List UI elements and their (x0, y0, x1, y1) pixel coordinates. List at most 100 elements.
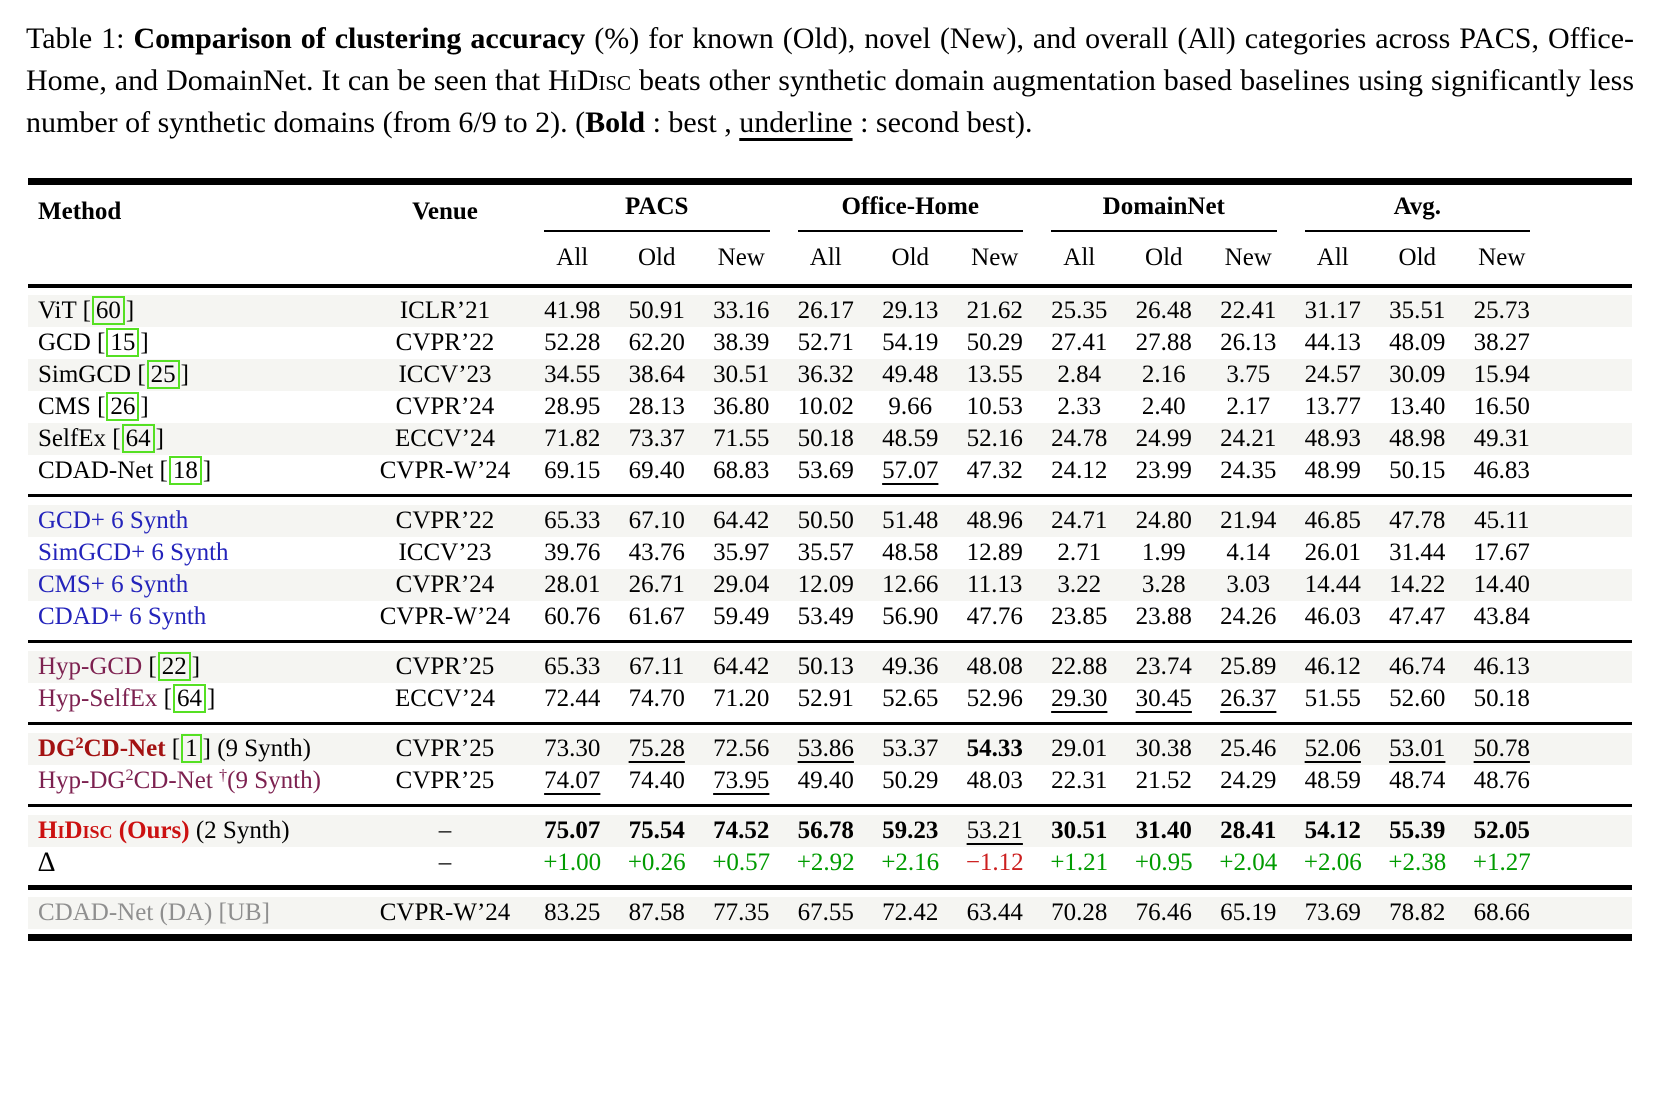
header-group-row: Method Venue PACS Office-Home DomainNet Avg. (28, 182, 1632, 232)
value-text: 78.82 (1389, 898, 1446, 926)
value-cell: 26.48 (1121, 294, 1207, 327)
value-text: 27.41 (1051, 328, 1108, 356)
value-cell: 30.51 (699, 358, 784, 391)
value-text: 21.52 (1135, 766, 1192, 794)
citation-link[interactable]: [18] (159, 455, 212, 486)
value-text: 49.31 (1473, 424, 1530, 452)
text-segment: Bold (585, 106, 646, 139)
value-cell: 48.09 (1375, 327, 1460, 359)
citation-link[interactable]: [64] (112, 423, 164, 454)
value-cell: 29.13 (868, 294, 953, 327)
value-text: 52.71 (797, 328, 854, 356)
value-text: 38.27 (1473, 328, 1530, 356)
value-cell: 48.03 (953, 765, 1038, 797)
column-header-new: New (1224, 243, 1272, 271)
row-spacer-cell (28, 888, 1632, 897)
value-text: 13.77 (1304, 392, 1361, 420)
row-end-spacer (1544, 650, 1633, 683)
method-cell: SimGCD [25] (28, 358, 360, 391)
value-text: 4.14 (1226, 538, 1271, 566)
citation-link[interactable]: [60] (82, 295, 135, 326)
text-segment: CD-Net (83, 734, 166, 762)
value-text: 69.15 (544, 456, 601, 484)
value-text: +0.57 (712, 848, 771, 876)
value-cell: 65.19 (1206, 896, 1291, 929)
value-cell: 46.12 (1290, 650, 1376, 683)
value-text: 68.66 (1473, 898, 1530, 926)
value-text: 46.83 (1473, 456, 1530, 484)
value-cell: 74.07 (530, 765, 615, 797)
table-row: CDAD+ 6 Synth CVPR-W’24 60.76 61.67 59.49 53.… (28, 601, 1632, 633)
citation-box: 25 (146, 359, 180, 390)
table-row: SelfEx [64] ECCV’24 71.82 73.37 71.55 50.18 48… (28, 422, 1633, 455)
citation-link[interactable]: [1] (171, 733, 211, 764)
value-cell: 72.44 (530, 683, 615, 715)
value-cell: 23.99 (1122, 455, 1207, 487)
value-text: 52.16 (966, 424, 1023, 452)
value-cell: 39.76 (530, 537, 615, 569)
text-segment: HiDisc (38, 816, 113, 844)
value-cell: 35.57 (784, 537, 869, 569)
value-text: 26.37 (1220, 684, 1277, 712)
text-segment: (9 Synth) (210, 734, 311, 762)
value-text: 48.74 (1389, 766, 1446, 794)
method-cell: HiDisc (Ours) (2 Synth) (28, 814, 360, 847)
citation-link[interactable]: [25] (137, 359, 189, 390)
value-text: 50.78 (1473, 734, 1530, 762)
value-cell: 43.84 (1460, 601, 1545, 633)
value-cell: 75.07 (530, 814, 615, 847)
value-text: 28.13 (628, 392, 685, 420)
value-cell: +2.38 (1375, 847, 1460, 879)
citation-link[interactable]: [26] (97, 391, 149, 422)
text-segment: (9 Synth) (227, 766, 321, 794)
value-text: 10.53 (966, 392, 1023, 420)
value-cell: 26.37 (1206, 683, 1291, 715)
value-cell: 45.11 (1459, 504, 1545, 537)
value-text: 54.33 (966, 734, 1023, 762)
value-cell: 69.40 (615, 455, 700, 487)
value-text: 12.09 (797, 570, 854, 598)
value-text: 67.11 (629, 652, 685, 680)
value-cell: 36.80 (699, 391, 784, 423)
column-header-method: Method (38, 198, 122, 225)
text-segment: DG (38, 734, 76, 762)
value-text: 73.69 (1304, 898, 1361, 926)
value-cell: 53.21 (952, 814, 1038, 847)
value-text: 71.82 (544, 424, 601, 452)
value-cell: 69.15 (530, 455, 615, 487)
value-cell: 72.56 (699, 732, 784, 765)
row-end-spacer (1544, 683, 1632, 715)
value-cell: 73.95 (699, 765, 784, 797)
value-text: 2.17 (1226, 392, 1271, 420)
value-cell: 2.84 (1037, 358, 1122, 391)
value-text: 36.80 (713, 392, 770, 420)
value-text: 28.41 (1220, 816, 1277, 844)
value-cell: 24.57 (1290, 358, 1376, 391)
value-text: 31.44 (1389, 538, 1446, 566)
venue-cell: CVPR-W’24 (360, 896, 530, 929)
citation-link[interactable]: [64] (163, 683, 216, 714)
value-text: 46.12 (1304, 652, 1361, 680)
value-text: 43.76 (628, 538, 685, 566)
citation-link[interactable]: [15] (97, 327, 149, 358)
value-cell: 49.40 (784, 765, 869, 797)
value-text: 35.97 (713, 538, 770, 566)
value-cell: 26.13 (1206, 327, 1291, 359)
table-row: CMS+ 6 Synth CVPR’24 28.01 26.71 29.04 12.09 1… (28, 568, 1633, 601)
citation-link[interactable]: [22] (148, 651, 201, 682)
value-text: 47.76 (966, 602, 1023, 630)
value-text: 29.04 (713, 570, 770, 598)
value-cell: 64.42 (699, 504, 784, 537)
value-text: 24.29 (1220, 766, 1277, 794)
text-segment: Hyp-SelfEx (38, 684, 164, 712)
value-cell: 51.55 (1291, 683, 1376, 715)
text-segment: 2 (75, 734, 84, 753)
value-cell: 4.14 (1206, 537, 1291, 569)
value-cell: 36.32 (783, 358, 869, 391)
value-cell: 22.41 (1206, 294, 1291, 327)
value-cell: 53.49 (784, 601, 869, 633)
table-row: ViT [60] ICLR’21 41.98 50.91 33.16 26.17 29.13… (28, 294, 1633, 327)
column-header-old: Old (1398, 243, 1437, 271)
value-cell: 21.62 (952, 294, 1038, 327)
value-cell: 61.67 (615, 601, 700, 633)
